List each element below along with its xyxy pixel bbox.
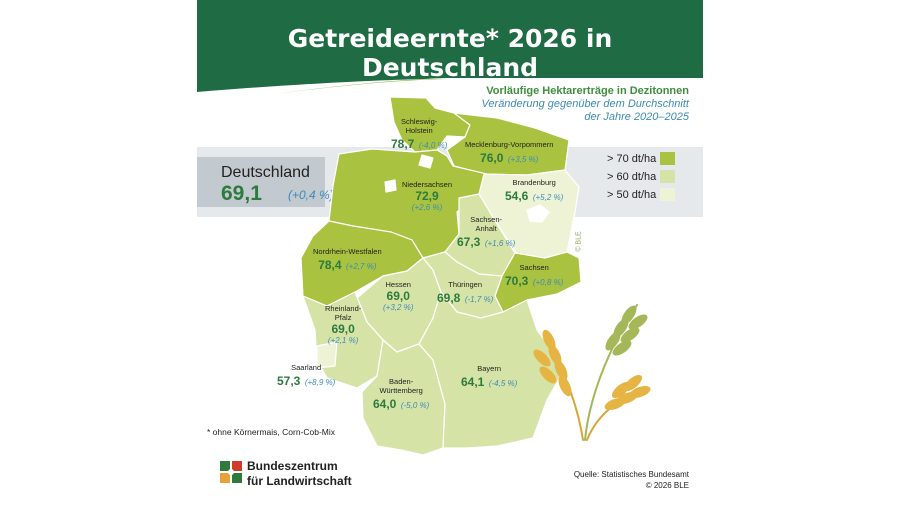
footnote: * ohne Körnermais, Corn-Cob-Mix xyxy=(207,427,336,437)
region-saarland xyxy=(316,341,338,369)
label-thueringen: Thüringen 69,8 (-1,7 %) xyxy=(437,280,494,305)
decorative-swoosh xyxy=(197,76,447,95)
region-thueringen xyxy=(422,251,504,319)
national-value: 69,1 xyxy=(221,182,262,205)
label-rheinland-pfalz: Rheinland- Pfalz 69,0 (+2,1 %) xyxy=(325,304,362,345)
label-nordrhein-westfalen: Nordrhein-Westfalen 78,4 (+2,7 %) xyxy=(313,247,382,272)
germany-map xyxy=(300,96,582,456)
label-hessen: Hessen 69,0 (+3,2 %) xyxy=(383,280,414,312)
logo-wordmark: Bundeszentrum für Landwirtschaft xyxy=(247,459,352,488)
source-credit: Quelle: Statistisches Bundesamt © 2026 B… xyxy=(573,470,689,490)
legend-label-70: > 70 dt/ha xyxy=(607,153,657,165)
national-label: Deutschland xyxy=(221,164,310,181)
label-brandenburg: Brandenburg 54,6 (+5,2 %) xyxy=(505,178,564,203)
region-hamburg xyxy=(418,154,434,169)
national-change: (+0,4 %) xyxy=(288,188,334,202)
region-berlin xyxy=(526,204,550,223)
label-baden-wuerttemberg: Baden- Württemberg 64,0 (-5,0 %) xyxy=(373,377,430,411)
wheat-illustration xyxy=(533,304,651,441)
region-bremen xyxy=(384,179,397,193)
label-bayern: Bayern 64,1 (-4,5 %) xyxy=(461,364,518,389)
ble-logo-icon xyxy=(220,461,242,483)
label-niedersachsen: Niedersachsen 72,9 (+2,6 %) xyxy=(402,180,453,212)
page-title: Getreideernte* 2026 in Deutschland xyxy=(287,24,613,82)
label-schleswig-holstein: Schleswig- Holstein 78,7 (-4,0 %) xyxy=(391,117,448,151)
label-sachsen: Sachsen 70,3 (+0,8 %) xyxy=(505,263,564,288)
infographic-card: Getreideernte* 2026 in Deutschland Vorlä… xyxy=(197,0,703,506)
title-banner: Getreideernte* 2026 in Deutschland xyxy=(197,0,703,82)
region-schleswig-holstein xyxy=(389,96,471,153)
national-box xyxy=(197,157,325,207)
legend-swatch-60 xyxy=(660,170,675,183)
subtitle-line2: Veränderung gegenüber dem Durchschnitt xyxy=(481,98,689,110)
legend-label-50: > 50 dt/ha xyxy=(607,189,657,201)
label-sachsen-anhalt: Sachsen- Anhalt 67,3 (+1,6 %) xyxy=(457,215,516,249)
legend-label-60: > 60 dt/ha xyxy=(607,171,657,183)
subtitle-line3: der Jahre 2020–2025 xyxy=(584,111,689,123)
legend-swatch-70 xyxy=(660,152,675,165)
label-saarland: Saarland 57,3 (+8,9 %) xyxy=(277,363,336,388)
label-mecklenburg-vorpommern: Mecklenburg-Vorpommern 76,0 (+3,5 %) xyxy=(465,140,554,165)
subtitle-line1: Vorläufige Hektarerträge in Dezitonnen xyxy=(486,85,689,97)
legend-swatch-50 xyxy=(660,188,675,201)
